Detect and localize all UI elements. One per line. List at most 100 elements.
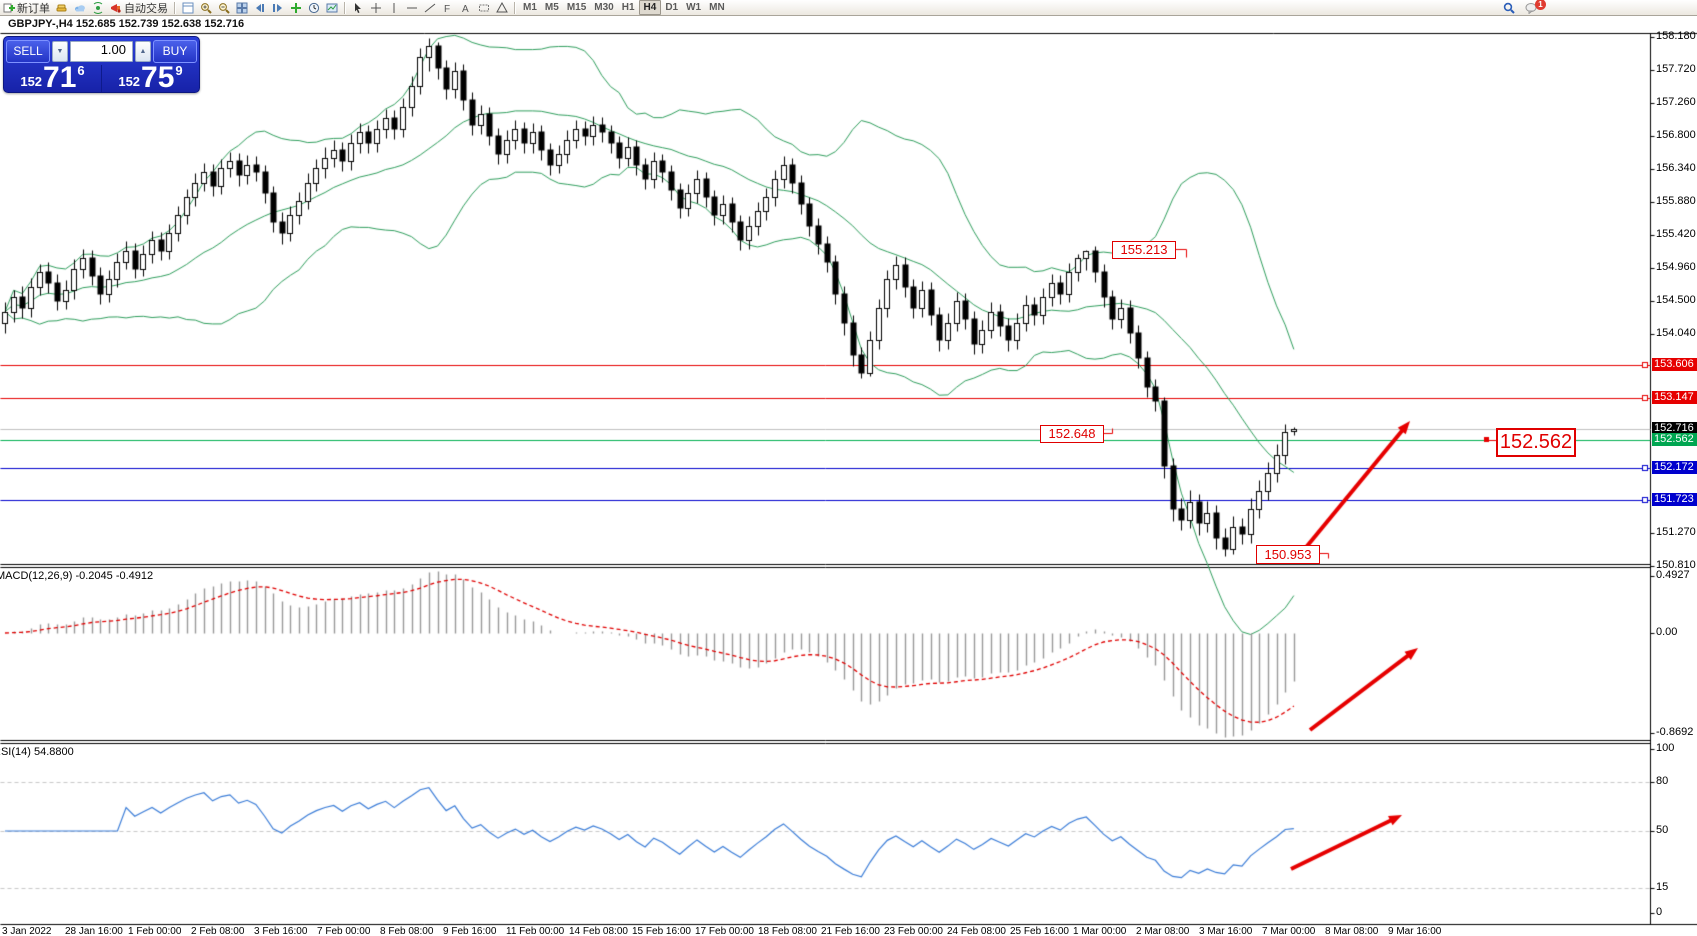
price-callout[interactable]: 152.562 [1496,428,1576,457]
toolbar-button-label: H4 [643,2,657,13]
timeframe-w1[interactable]: W1 [682,1,705,14]
tile-icon [182,2,194,14]
gold-icon[interactable] [53,1,71,15]
timeframe-m1[interactable]: M1 [519,1,541,14]
price-axis-tick-label: 155.880 [1656,195,1696,207]
indicators-icon [290,2,302,14]
price-callout[interactable]: 150.953 [1256,545,1320,564]
timeframe-h4[interactable]: H4 [638,0,662,15]
trendline-button[interactable] [421,1,439,15]
price-axis-tick-label: 154.040 [1656,327,1696,339]
zoom-out-button[interactable] [215,1,233,15]
label-icon [478,2,490,14]
crosshair-button[interactable] [367,1,385,15]
date-axis-label: 7 Feb 00:00 [317,926,371,936]
volume-input[interactable]: 1.00 [70,41,133,62]
price-tag: 153.147 [1652,391,1697,405]
clock-icon [308,2,320,14]
rsi-axis-label: 0 [1656,905,1663,918]
bid-pips: 71 [43,61,77,94]
periods-button[interactable] [305,1,323,15]
fibo-button[interactable]: F [439,1,457,15]
vline-icon [388,2,400,14]
svg-text:F: F [444,4,450,14]
cloud-icon [74,2,86,14]
volume-down-button[interactable]: ▼ [52,41,68,62]
templates-button[interactable] [323,1,341,15]
timeframe-m5[interactable]: M5 [541,1,563,14]
chart-title: GBPJPY-,H4 152.685 152.739 152.638 152.7… [8,18,245,30]
price-axis-tick-label: 158.180 [1656,30,1696,42]
ask-pipette: 9 [175,63,183,78]
macd-axis-label: 0.00 [1656,626,1678,638]
chart-shift-button[interactable] [269,1,287,15]
price-axis-tick-label: 150.810 [1656,558,1696,571]
toolbar-button-label: M30 [594,2,614,13]
rsi-axis-label: 100 [1656,742,1675,755]
price-callout[interactable]: 152.648 [1040,425,1104,443]
toolbar-button-label: D1 [665,2,679,13]
date-axis-label: 1 Mar 00:00 [1073,926,1127,936]
date-axis-label: 14 Feb 08:00 [569,926,628,936]
bid-price[interactable]: 152 71 6 [4,61,102,94]
toolbar-group-timeframes: M1 M5 M15 M30 H1 H4 D1 W1 MN [519,0,729,15]
toolbar-separator [174,1,176,14]
notification-badge: 1 [1535,0,1546,10]
cursor-button[interactable] [349,1,367,15]
timeframe-m30[interactable]: M30 [590,1,617,14]
volume-up-button[interactable]: ▲ [135,41,151,62]
autotrading-button[interactable]: 自动交易 [107,1,171,15]
notifications-button[interactable]: 1 [1522,0,1546,15]
shift-icon [272,2,284,14]
cloud-icon[interactable] [71,1,89,15]
label-button[interactable] [475,1,493,15]
macd-label: MACD(12,26,9) -0.2045 -0.4912 [0,570,154,582]
toolbar-button-label: 新订单 [17,2,50,15]
date-axis-label: 3 Feb 16:00 [254,926,308,936]
price-tag: 152.172 [1652,461,1697,474]
zoom-in-button[interactable] [197,1,215,15]
text-icon: A [460,2,472,14]
buy-button[interactable]: BUY [153,40,197,63]
toolbar-button-label: M15 [566,2,587,13]
zoom-in-icon [200,2,212,14]
price-callout[interactable]: 155.213 [1112,241,1176,259]
toolbar-button-label: 自动交易 [124,2,168,15]
toolbar-button-label: M5 [544,2,559,13]
one-click-trading-panel: SELL ▼ 1.00 ▲ BUY 152 71 6 152 75 9 [3,36,200,93]
sell-button[interactable]: SELL [6,40,50,63]
vline-button[interactable] [385,1,403,15]
text-button[interactable]: A [457,1,475,15]
trendline-icon [424,2,436,14]
price-axis-tick-label: 154.960 [1656,261,1696,273]
indicators-button[interactable] [287,1,305,15]
new-order-button[interactable]: 新订单 [0,1,53,15]
timeframe-mn[interactable]: MN [705,1,729,14]
timeframe-h1[interactable]: H1 [618,1,639,14]
rsi-label: RSI(14) 54.8800 [0,746,74,758]
megaphone-icon [110,2,122,14]
tile-windows-button[interactable] [233,1,251,15]
gold-icon [56,2,68,14]
ask-price[interactable]: 152 75 9 [102,63,199,93]
search-button[interactable] [1500,1,1518,15]
bid-big-figure: 152 [20,74,43,89]
date-axis-label: 8 Feb 08:00 [380,926,434,936]
date-axis-label: 11 Feb 00:00 [506,926,565,936]
date-axis-label: 3 Jan 2022 [2,926,52,936]
toolbar-separator [514,1,516,14]
timeframe-d1[interactable]: D1 [661,1,682,14]
auto-scroll-button[interactable] [251,1,269,15]
toolbar-button-label: M1 [523,2,537,13]
signals-icon[interactable] [89,1,107,15]
toolbar-button-label: H1 [621,2,635,13]
template-icon [326,2,338,14]
timeframe-m15[interactable]: M15 [563,1,590,14]
new-chart-button[interactable] [179,1,197,15]
macd-axis-label: -0.8692 [1656,725,1694,738]
shapes-button[interactable] [493,1,511,15]
hline-button[interactable] [403,1,421,15]
price-axis-tick-label: 154.500 [1656,294,1696,306]
